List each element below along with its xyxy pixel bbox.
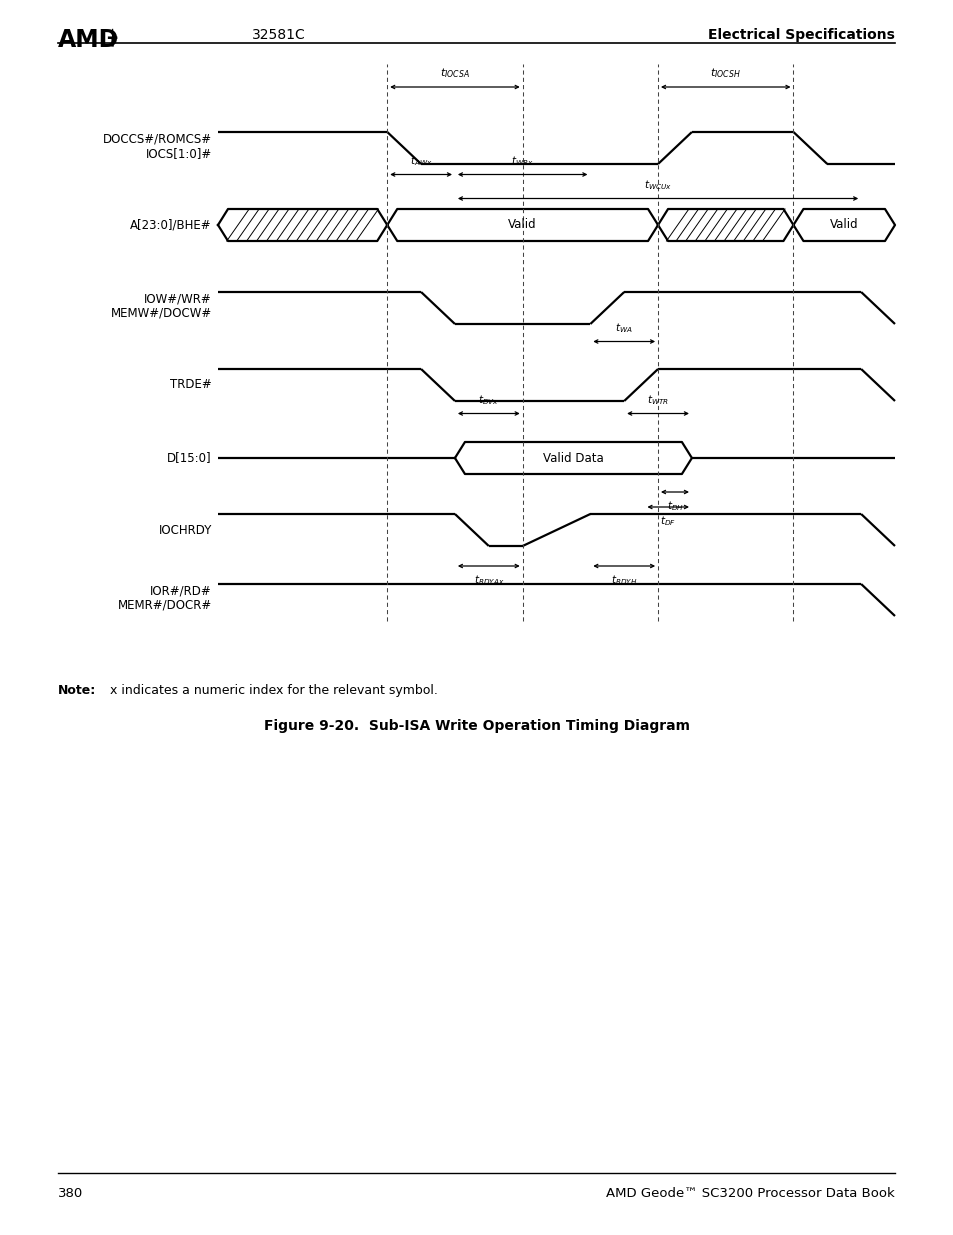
Text: Valid Data: Valid Data — [542, 452, 603, 464]
Text: $t_{WRx}$: $t_{WRx}$ — [511, 153, 534, 168]
Text: A[23:0]/BHE#: A[23:0]/BHE# — [131, 219, 212, 231]
Text: $t_{AWx}$: $t_{AWx}$ — [410, 153, 432, 168]
Text: 32581C: 32581C — [252, 28, 305, 42]
Text: DOCCS#/ROMCS#
IOCS[1:0]#: DOCCS#/ROMCS# IOCS[1:0]# — [103, 132, 212, 161]
Text: Note:: Note: — [58, 684, 96, 697]
Text: AMD Geode™ SC3200 Processor Data Book: AMD Geode™ SC3200 Processor Data Book — [605, 1187, 894, 1200]
Text: $t_{RDYAx}$: $t_{RDYAx}$ — [473, 573, 503, 587]
Text: $t_{DH}$: $t_{DH}$ — [666, 499, 682, 513]
Text: 380: 380 — [58, 1187, 83, 1200]
Text: $t_{DF}$: $t_{DF}$ — [659, 514, 676, 527]
Text: ╈: ╈ — [107, 28, 116, 46]
Text: Figure 9-20.  Sub-ISA Write Operation Timing Diagram: Figure 9-20. Sub-ISA Write Operation Tim… — [264, 719, 689, 734]
Text: Valid: Valid — [508, 219, 537, 231]
Text: $t_{DVx}$: $t_{DVx}$ — [477, 393, 498, 406]
Text: $t_{WCUx}$: $t_{WCUx}$ — [643, 178, 671, 191]
Text: $t_{WTR}$: $t_{WTR}$ — [646, 393, 668, 406]
Text: $t_{WA}$: $t_{WA}$ — [615, 321, 633, 335]
Text: $t_{RDYH}$: $t_{RDYH}$ — [610, 573, 637, 587]
Text: AMD: AMD — [58, 28, 119, 52]
Text: $t_{IOCSH}$: $t_{IOCSH}$ — [710, 67, 740, 80]
Text: D[15:0]: D[15:0] — [167, 452, 212, 464]
Text: IOR#/RD#
MEMR#/DOCR#: IOR#/RD# MEMR#/DOCR# — [117, 584, 212, 613]
Text: x indicates a numeric index for the relevant symbol.: x indicates a numeric index for the rele… — [110, 684, 437, 697]
Text: $t_{IOCSA}$: $t_{IOCSA}$ — [439, 67, 470, 80]
Text: IOCHRDY: IOCHRDY — [158, 524, 212, 536]
Text: Electrical Specifications: Electrical Specifications — [707, 28, 894, 42]
Text: TRDE#: TRDE# — [170, 378, 212, 391]
Text: IOW#/WR#
MEMW#/DOCW#: IOW#/WR# MEMW#/DOCW# — [111, 291, 212, 320]
Text: Valid: Valid — [829, 219, 858, 231]
